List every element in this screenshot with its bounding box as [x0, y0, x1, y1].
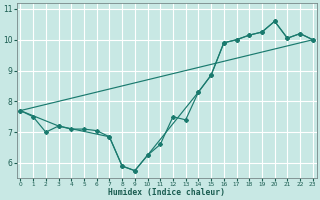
X-axis label: Humidex (Indice chaleur): Humidex (Indice chaleur) [108, 188, 225, 197]
